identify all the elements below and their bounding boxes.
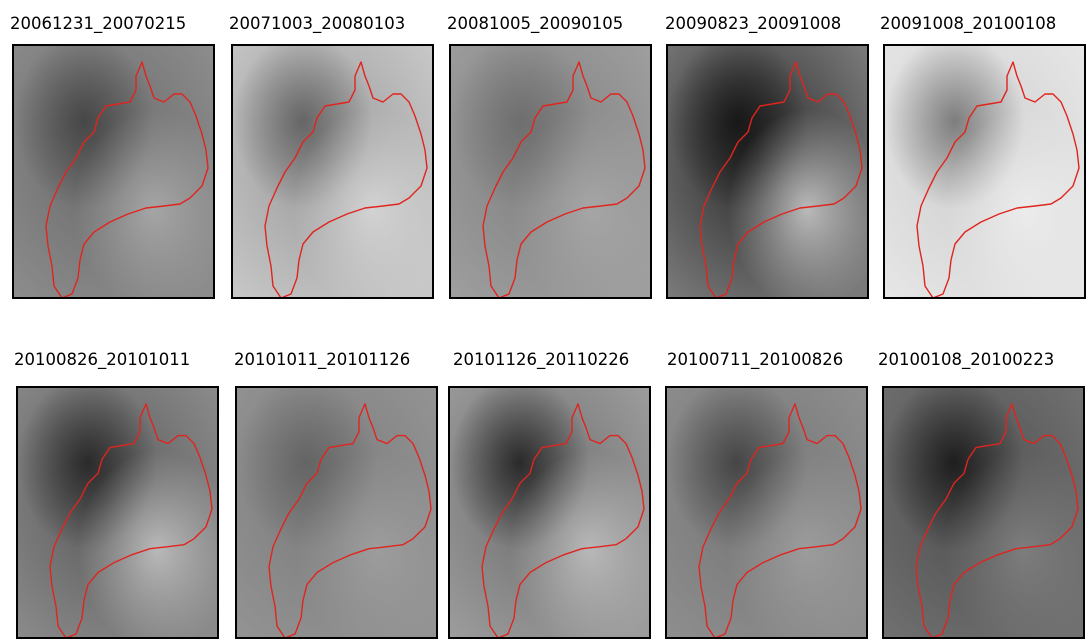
interferogram-panel-r1-5 — [883, 44, 1086, 299]
panel-label-r1-4: 20090823_20091008 — [665, 14, 842, 33]
interferogram-image — [884, 388, 1083, 637]
boundary-outline — [264, 61, 428, 297]
interferogram-panel-r1-4 — [666, 44, 869, 299]
interferogram-panel-r2-2 — [235, 386, 438, 639]
boundary-outline — [915, 403, 1079, 637]
boundary-outline — [482, 61, 646, 297]
interferogram-panel-r1-3 — [449, 44, 652, 299]
interferogram-image — [18, 388, 217, 637]
interferogram-panel-r1-1 — [12, 44, 215, 299]
interferogram-image — [885, 46, 1084, 297]
boundary-outline — [268, 403, 432, 637]
interferogram-panel-r2-5 — [882, 386, 1085, 639]
interferogram-panel-r2-3 — [448, 386, 651, 639]
panel-label-r2-3: 20101126_20110226 — [453, 350, 630, 369]
panel-label-r2-1: 20100826_20101011 — [14, 350, 191, 369]
panel-label-r2-4: 20100711_20100826 — [667, 350, 844, 369]
panel-label-r1-5: 20091008_20100108 — [880, 14, 1057, 33]
interferogram-image — [237, 388, 436, 637]
panel-label-r2-5: 20100108_20100223 — [878, 350, 1055, 369]
boundary-outline — [45, 61, 209, 297]
boundary-outline — [49, 403, 213, 637]
interferogram-image — [450, 388, 649, 637]
boundary-outline — [916, 61, 1080, 297]
interferogram-image — [14, 46, 213, 297]
interferogram-panel-r2-1 — [16, 386, 219, 639]
panel-label-r1-3: 20081005_20090105 — [447, 14, 624, 33]
boundary-outline — [698, 403, 862, 637]
interferogram-panel-r1-2 — [231, 44, 434, 299]
panel-label-r1-1: 20061231_20070215 — [10, 14, 187, 33]
interferogram-image — [668, 46, 867, 297]
panel-label-r2-2: 20101011_20101126 — [234, 350, 411, 369]
boundary-outline — [699, 61, 863, 297]
boundary-outline — [481, 403, 645, 637]
interferogram-image — [451, 46, 650, 297]
interferogram-image — [233, 46, 432, 297]
interferogram-image — [667, 388, 866, 637]
interferogram-panel-r2-4 — [665, 386, 868, 639]
panel-label-r1-2: 20071003_20080103 — [229, 14, 406, 33]
